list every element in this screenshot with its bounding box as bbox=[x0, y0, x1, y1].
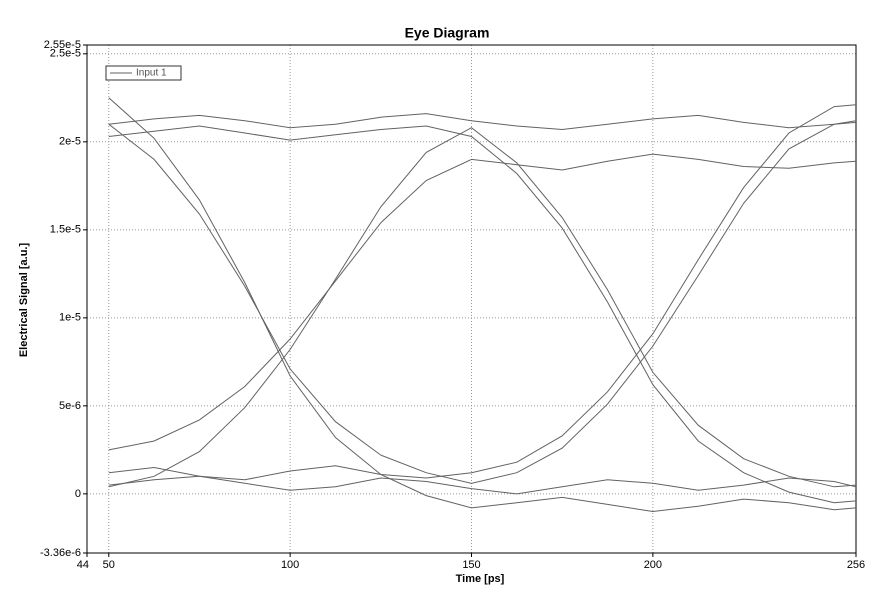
x-tick-label: 44 bbox=[77, 559, 89, 571]
y-tick-label: 5e-6 bbox=[59, 400, 81, 412]
y-tick-label: 2.55e-5 bbox=[44, 39, 81, 51]
trace bbox=[108, 97, 857, 513]
x-tick-label: 200 bbox=[644, 559, 662, 571]
y-tick-label: 2.5e-5 bbox=[50, 48, 81, 60]
y-axis-label: Electrical Signal [a.u.] bbox=[18, 243, 30, 358]
y-tick-label: -3.36e-6 bbox=[40, 547, 81, 559]
y-tick-label: 2e-5 bbox=[59, 136, 81, 148]
x-axis-label: Time [ps] bbox=[456, 573, 505, 585]
legend-label: Input 1 bbox=[136, 68, 167, 79]
plot-frame bbox=[86, 44, 857, 554]
x-tick-label: 100 bbox=[281, 559, 299, 571]
trace bbox=[108, 127, 857, 488]
x-tick-label: 256 bbox=[847, 559, 865, 571]
y-tick-label: 0 bbox=[75, 488, 81, 500]
x-tick-label: 150 bbox=[462, 559, 480, 571]
y-tick-label: 1e-5 bbox=[59, 312, 81, 324]
x-tick-label: 50 bbox=[103, 559, 115, 571]
trace bbox=[108, 125, 857, 504]
trace bbox=[108, 153, 857, 451]
trace bbox=[108, 121, 857, 484]
y-tick-label: 1.5e-5 bbox=[50, 224, 81, 236]
legend-box bbox=[105, 65, 182, 81]
trace bbox=[108, 475, 857, 495]
chart-title: Eye Diagram bbox=[405, 25, 490, 41]
trace bbox=[108, 104, 857, 481]
trace bbox=[108, 113, 857, 131]
